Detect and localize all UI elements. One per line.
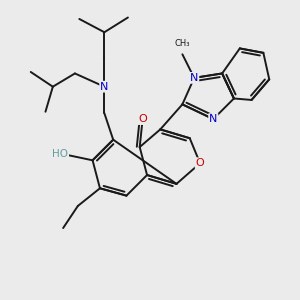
Text: CH₃: CH₃ [175,40,190,49]
Text: HO: HO [52,149,68,159]
Text: O: O [138,114,147,124]
Text: N: N [209,114,218,124]
Text: N: N [190,73,198,83]
Text: N: N [100,82,109,92]
Text: O: O [196,158,204,168]
